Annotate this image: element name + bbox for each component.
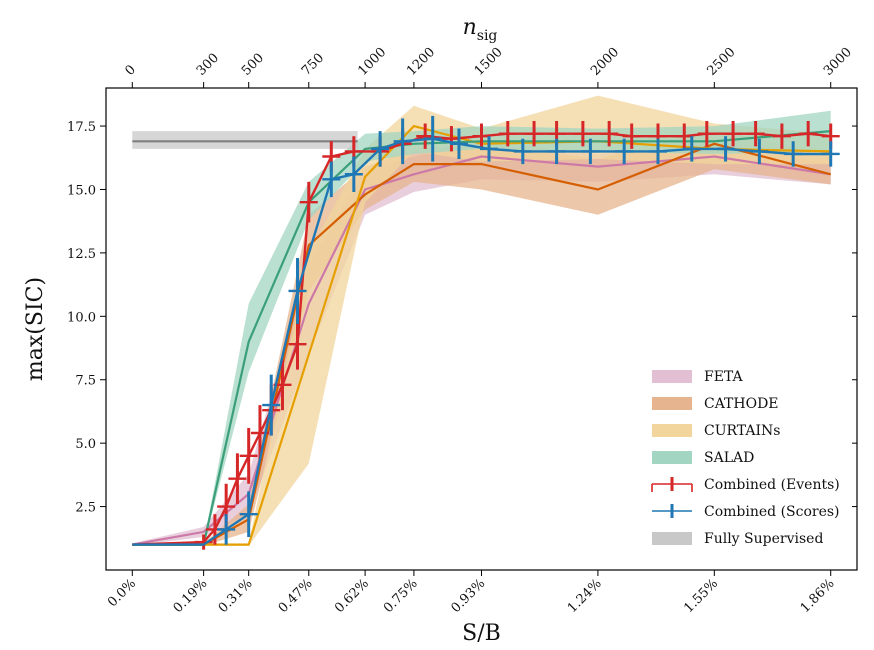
y-tick-label: 10.0	[67, 310, 96, 325]
x-tick-label: 0.19%	[171, 576, 211, 616]
legend-label: CURTAINs	[704, 423, 780, 439]
top-tick-label: 1200	[404, 45, 438, 79]
legend-label: SALAD	[704, 450, 754, 466]
legend-item-combined-events: Combined (Events)	[651, 477, 840, 493]
fully-supervised-band	[132, 131, 358, 149]
top-tick-label: 3000	[821, 45, 855, 79]
legend-item-curtains: CURTAINs	[652, 423, 780, 439]
y-tick-label: 7.5	[75, 374, 96, 389]
bottom-axis-ticks: 0.0% 0.19% 0.31% 0.47% 0.62% 0.75% 0.93% 1.24% 1…	[105, 570, 838, 616]
top-tick-label: 0	[123, 62, 139, 78]
legend-swatch-band	[652, 532, 692, 545]
x-tick-label: 0.62%	[332, 576, 372, 616]
top-tick-label: 500	[239, 51, 267, 79]
x-tick-label: 0.75%	[381, 576, 421, 616]
x-tick-label: 0.93%	[449, 576, 489, 616]
y-tick-label: 12.5	[67, 247, 96, 262]
legend-item-salad: SALAD	[652, 450, 754, 466]
legend-item-feta: FETA	[652, 369, 744, 385]
legend-item-cathode: CATHODE	[652, 396, 779, 412]
legend-swatch-band	[652, 397, 692, 410]
legend-item-fully-supervised: Fully Supervised	[652, 531, 823, 547]
y-tick-label: 2.5	[75, 501, 96, 516]
y-tick-label: 5.0	[75, 437, 96, 452]
x-axis-label: S/B	[462, 621, 501, 646]
legend-label: CATHODE	[704, 396, 779, 412]
legend-label: Combined (Events)	[704, 477, 840, 493]
top-tick-label: 1000	[355, 45, 389, 79]
y-tick-label: 17.5	[67, 120, 96, 135]
legend-label: Fully Supervised	[704, 531, 823, 547]
curtains-band	[132, 95, 831, 546]
top-axis-label: nsig	[463, 15, 498, 44]
x-tick-label: 0.47%	[276, 576, 316, 616]
legend-label: FETA	[704, 369, 744, 385]
x-tick-label: 0.0%	[105, 576, 139, 610]
y-axis-ticks: 2.5 5.0 7.5 10.0 12.5 15.0 17.5	[67, 120, 857, 516]
x-tick-label: 0.31%	[216, 576, 256, 616]
x-tick-label: 1.24%	[565, 576, 605, 616]
legend-swatch-band	[652, 370, 692, 383]
top-tick-label: 1500	[472, 45, 506, 79]
legend-label: Combined (Scores)	[704, 504, 840, 520]
top-tick-label: 2000	[588, 45, 622, 79]
legend-item-combined-scores: Combined (Scores)	[652, 504, 840, 520]
top-axis-label-main: n	[463, 15, 477, 40]
legend-swatch-band	[652, 451, 692, 464]
error-bar-series	[132, 115, 840, 550]
x-tick-label: 1.55%	[681, 576, 721, 616]
top-tick-label: 2500	[705, 45, 739, 79]
y-tick-label: 15.0	[67, 183, 96, 198]
legend: FETA CATHODE CURTAINs SALAD Combined (Events…	[651, 369, 840, 547]
legend-swatch-band	[652, 424, 692, 437]
x-tick-label: 1.86%	[798, 576, 838, 616]
combined-scores-series	[132, 115, 840, 546]
top-tick-label: 750	[299, 51, 327, 79]
top-tick-label: 300	[194, 51, 222, 79]
y-axis-label: max(SIC)	[23, 277, 48, 381]
top-axis-label-sub: sig	[477, 28, 498, 44]
top-axis-ticks: 0 300 500 750 1000 1200 1500 2000 2500 3000	[123, 45, 855, 88]
